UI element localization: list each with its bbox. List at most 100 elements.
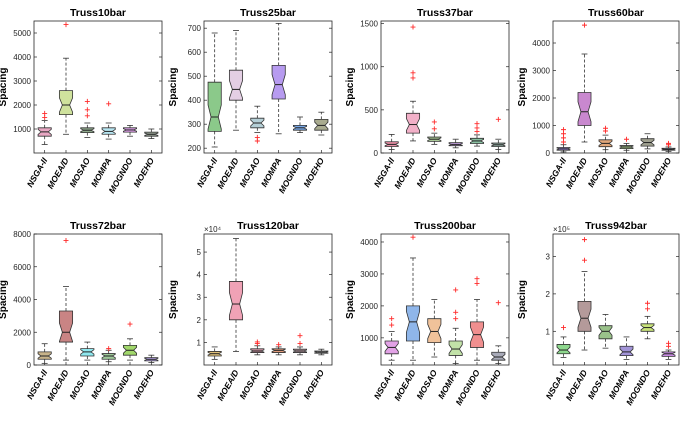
x-tick-label: MOEHO <box>478 368 503 401</box>
subplot-truss10bar: Truss10barSpacing10002000300040005000NSG… <box>0 7 163 195</box>
outlier-marker <box>561 325 566 331</box>
box-body <box>427 318 442 344</box>
y-axis-label: Spacing <box>0 68 9 107</box>
outlier-marker <box>474 121 480 127</box>
y-tick-label: 0 <box>27 361 32 370</box>
y-tick-label: 0 <box>374 149 379 158</box>
y-axis-label: Spacing <box>345 68 356 107</box>
subplot-truss120bar: Truss120barSpacing×10⁴12345NSGA-IIMOEA/D… <box>168 220 333 407</box>
outlier-marker <box>431 126 437 132</box>
y-tick-label: 2 <box>197 316 202 325</box>
outlier-marker <box>474 125 480 131</box>
subplot-truss200bar: Truss200barSpacing1000200030004000NSGA-I… <box>345 220 510 407</box>
subplot-title: Truss60bar <box>588 7 644 19</box>
outlier-marker <box>297 341 303 347</box>
y-tick-label: 600 <box>188 48 202 57</box>
outlier-marker <box>431 119 437 125</box>
y-tick-label: 300 <box>188 120 202 129</box>
outlier-marker <box>624 136 629 142</box>
y-tick-label: 2000 <box>360 302 378 311</box>
outlier-marker <box>410 75 416 81</box>
y-tick-label: 1000 <box>360 63 378 72</box>
outlier-marker <box>106 101 112 107</box>
outlier-marker <box>106 346 112 352</box>
y-tick-label: 700 <box>188 24 202 33</box>
outlier-marker <box>389 322 395 328</box>
axis-exponent: ×10⁴ <box>204 225 222 234</box>
y-tick-label: 5000 <box>13 29 31 38</box>
outlier-marker <box>127 321 133 327</box>
y-tick-label: 3 <box>197 293 202 302</box>
outlier-marker <box>645 306 650 312</box>
axes-frame <box>380 233 510 366</box>
box-body <box>58 310 74 343</box>
outlier-marker <box>474 276 480 282</box>
outlier-marker <box>666 140 671 146</box>
outlier-marker <box>63 22 69 28</box>
axes-frame <box>380 20 510 154</box>
y-tick-label: 4000 <box>13 53 31 62</box>
subplot-truss942bar: Truss942barSpacing×10⁵123NSGA-IIMOEA/DMO… <box>517 220 680 407</box>
box-body <box>207 81 222 132</box>
outlier-marker <box>582 257 587 263</box>
subplot-title: Truss120bar <box>237 220 299 232</box>
y-tick-label: 1000 <box>360 334 378 343</box>
outlier-marker <box>474 281 480 287</box>
outlier-marker <box>666 340 671 346</box>
y-tick-label: 3000 <box>13 77 31 86</box>
box-body <box>448 340 463 356</box>
y-axis-label: Spacing <box>345 280 356 319</box>
axes-frame <box>33 233 163 366</box>
y-tick-label: 1 <box>197 338 202 347</box>
box-body <box>228 281 244 321</box>
axes-frame <box>203 233 333 366</box>
x-tick-label: MOEHO <box>649 368 674 401</box>
y-tick-label: 1000 <box>532 122 550 131</box>
outlier-marker <box>582 237 587 243</box>
y-tick-label: 200 <box>188 144 202 153</box>
y-tick-label: 1500 <box>360 20 378 29</box>
box-body <box>491 351 506 361</box>
y-tick-label: 500 <box>365 106 379 115</box>
y-tick-label: 2000 <box>13 328 31 337</box>
outlier-marker <box>603 125 608 131</box>
y-tick-label: 1000 <box>13 125 31 134</box>
outlier-marker <box>84 107 90 113</box>
y-tick-label: 5 <box>197 248 202 257</box>
subplot-title: Truss37bar <box>417 7 473 19</box>
y-tick-label: 500 <box>188 72 202 81</box>
subplot-title: Truss25bar <box>240 7 296 19</box>
outlier-marker <box>410 70 416 76</box>
outlier-marker <box>254 134 260 140</box>
y-tick-label: 3000 <box>532 67 550 76</box>
y-tick-label: 4000 <box>532 39 550 48</box>
y-axis-label: Spacing <box>0 280 9 319</box>
y-tick-label: 6000 <box>13 263 31 272</box>
outlier-marker <box>410 24 416 30</box>
axes-frame <box>33 20 163 154</box>
y-axis-label: Spacing <box>517 68 528 107</box>
outlier-marker <box>495 300 501 306</box>
subplot-truss25bar: Truss25barSpacing200300400500600700NSGA-… <box>168 7 333 195</box>
subplot-title: Truss72bar <box>70 220 126 232</box>
axes-frame <box>552 20 680 154</box>
box-body <box>598 325 613 340</box>
x-tick-label: MOEHO <box>478 156 503 189</box>
subplot-truss60bar: Truss60barSpacing01000200030004000NSGA-I… <box>517 7 680 195</box>
outlier-marker <box>389 316 395 322</box>
y-tick-label: 4000 <box>13 296 31 305</box>
x-tick-label: MOEHO <box>301 368 326 401</box>
y-tick-label: 4000 <box>360 238 378 247</box>
y-tick-label: 400 <box>188 96 202 105</box>
outlier-marker <box>84 98 90 104</box>
outlier-marker <box>495 116 501 122</box>
outlier-marker <box>63 238 69 244</box>
subplot-truss72bar: Truss72barSpacing02000400060008000NSGA-I… <box>0 220 163 407</box>
outlier-marker <box>645 300 650 306</box>
outlier-marker <box>453 287 459 293</box>
outlier-marker <box>582 22 587 28</box>
box-body <box>314 119 329 131</box>
outlier-marker <box>561 127 566 133</box>
x-tick-label: MOEHO <box>131 368 156 401</box>
